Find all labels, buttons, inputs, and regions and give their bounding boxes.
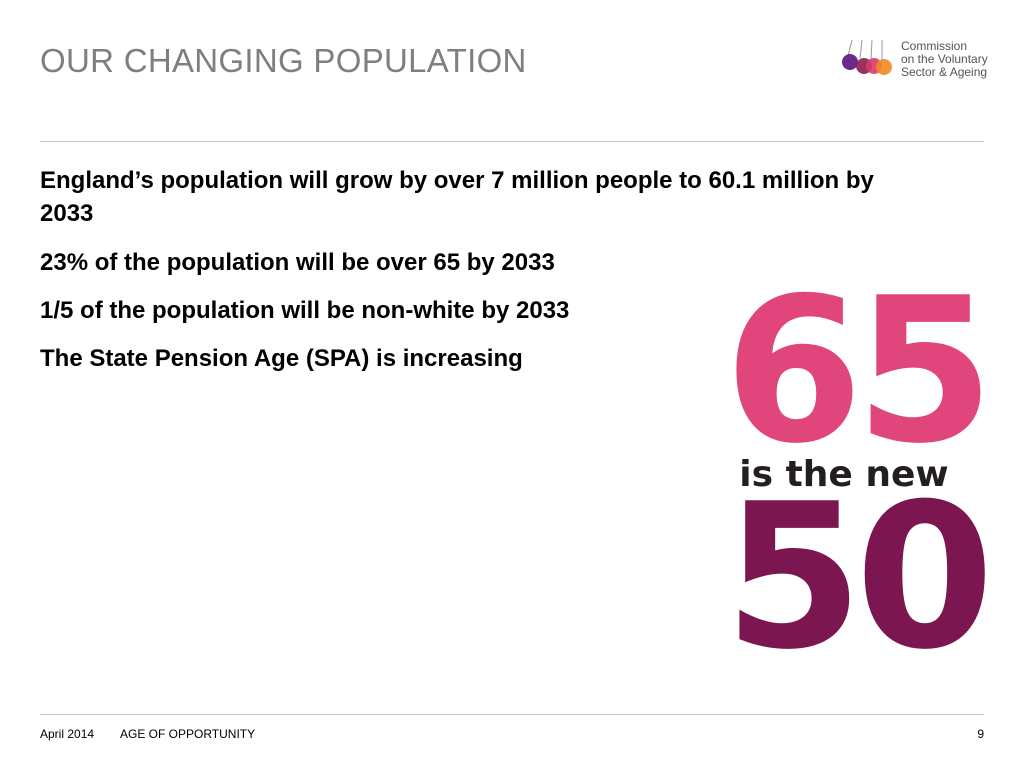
slide-title: OUR CHANGING POPULATION bbox=[40, 42, 527, 79]
footer-date: April 2014 bbox=[40, 727, 95, 741]
graphic-bottom: 50 bbox=[724, 461, 994, 694]
footer-rule bbox=[40, 714, 984, 715]
header-rule bbox=[40, 141, 984, 142]
bullet: The State Pension Age (SPA) is increasin… bbox=[40, 345, 523, 372]
bullet: England’s population will grow by over 7… bbox=[40, 167, 874, 227]
logo-mark bbox=[842, 39, 892, 75]
graphic-middle: is the new bbox=[739, 454, 949, 495]
logo-text: Commission bbox=[901, 39, 968, 53]
page-number: 9 bbox=[977, 727, 984, 741]
footer-label: AGE OF OPPORTUNITY bbox=[120, 727, 256, 741]
bullet: 1/5 of the population will be non-white … bbox=[40, 297, 570, 324]
logo-text: on the Voluntary bbox=[901, 52, 988, 66]
logo-text: Sector & Ageing bbox=[901, 65, 988, 79]
graphic-top: 65 bbox=[724, 255, 994, 488]
bullet: 23% of the population will be over 65 by… bbox=[40, 249, 555, 276]
